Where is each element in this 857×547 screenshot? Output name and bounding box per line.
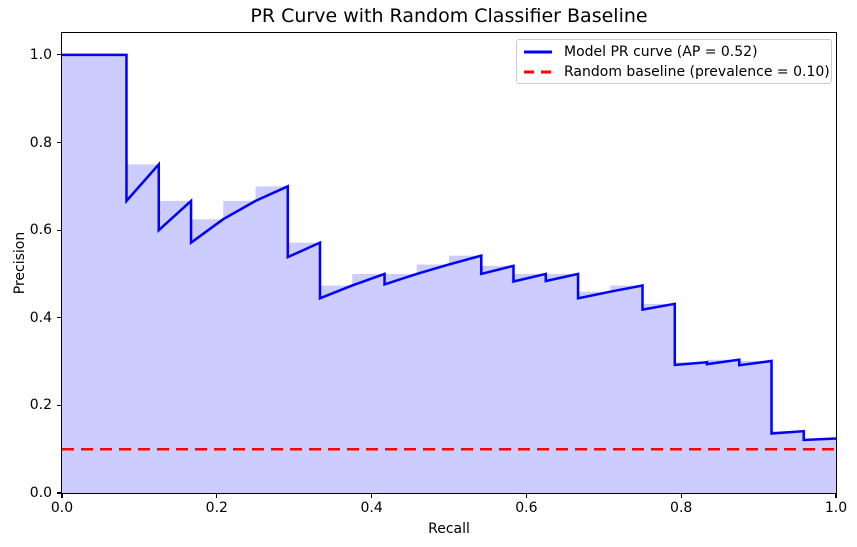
- y-axis-label: Precision: [12, 231, 28, 295]
- y-tick-mark: [57, 404, 61, 406]
- y-tick-label: 0.8: [29, 134, 52, 151]
- x-tick-mark: [371, 494, 373, 498]
- x-tick-label: 1.0: [824, 500, 848, 516]
- x-tick-mark: [525, 494, 527, 498]
- dashed-line-icon: [524, 70, 552, 74]
- legend-item-model-pr-curve: Model PR curve (AP = 0.52): [523, 42, 831, 62]
- y-tick-label: 0.2: [29, 397, 52, 414]
- pr-curve-line: [62, 53, 836, 442]
- x-tick-mark: [61, 494, 63, 498]
- legend-box: Model PR curve (AP = 0.52) Random baseli…: [516, 39, 832, 84]
- plot-area: [61, 32, 837, 494]
- y-tick-label: 0.6: [29, 222, 52, 239]
- y-tick-label: 1.0: [29, 46, 52, 63]
- x-tick-label: 0.8: [670, 500, 693, 516]
- y-tick-mark: [57, 141, 61, 144]
- y-tick-label: 0.4: [29, 309, 52, 326]
- solid-line-icon: [524, 50, 552, 54]
- legend-label: Random baseline (prevalence = 0.10): [564, 64, 830, 80]
- x-tick-mark: [216, 494, 218, 498]
- legend-item-random-baseline: Random baseline (prevalence = 0.10): [523, 62, 831, 82]
- y-tick-mark: [57, 54, 61, 56]
- chart-title: PR Curve with Random Classifier Baseline: [250, 5, 648, 27]
- x-tick-label: 0.0: [50, 500, 74, 516]
- y-tick-mark: [57, 229, 61, 231]
- x-tick-mark: [835, 494, 837, 498]
- y-tick-label: 0.0: [29, 485, 52, 501]
- plot-canvas: [62, 53, 836, 493]
- x-tick-label: 0.6: [515, 500, 538, 516]
- legend-label: Model PR curve (AP = 0.52): [564, 44, 758, 60]
- x-tick-mark: [680, 494, 682, 498]
- x-axis-label: Recall: [428, 521, 470, 537]
- x-tick-label: 0.4: [360, 500, 383, 516]
- y-tick-mark: [57, 317, 61, 319]
- y-tick-mark: [57, 492, 61, 494]
- pr-curve-area: [62, 54, 836, 493]
- x-tick-label: 0.2: [205, 500, 228, 516]
